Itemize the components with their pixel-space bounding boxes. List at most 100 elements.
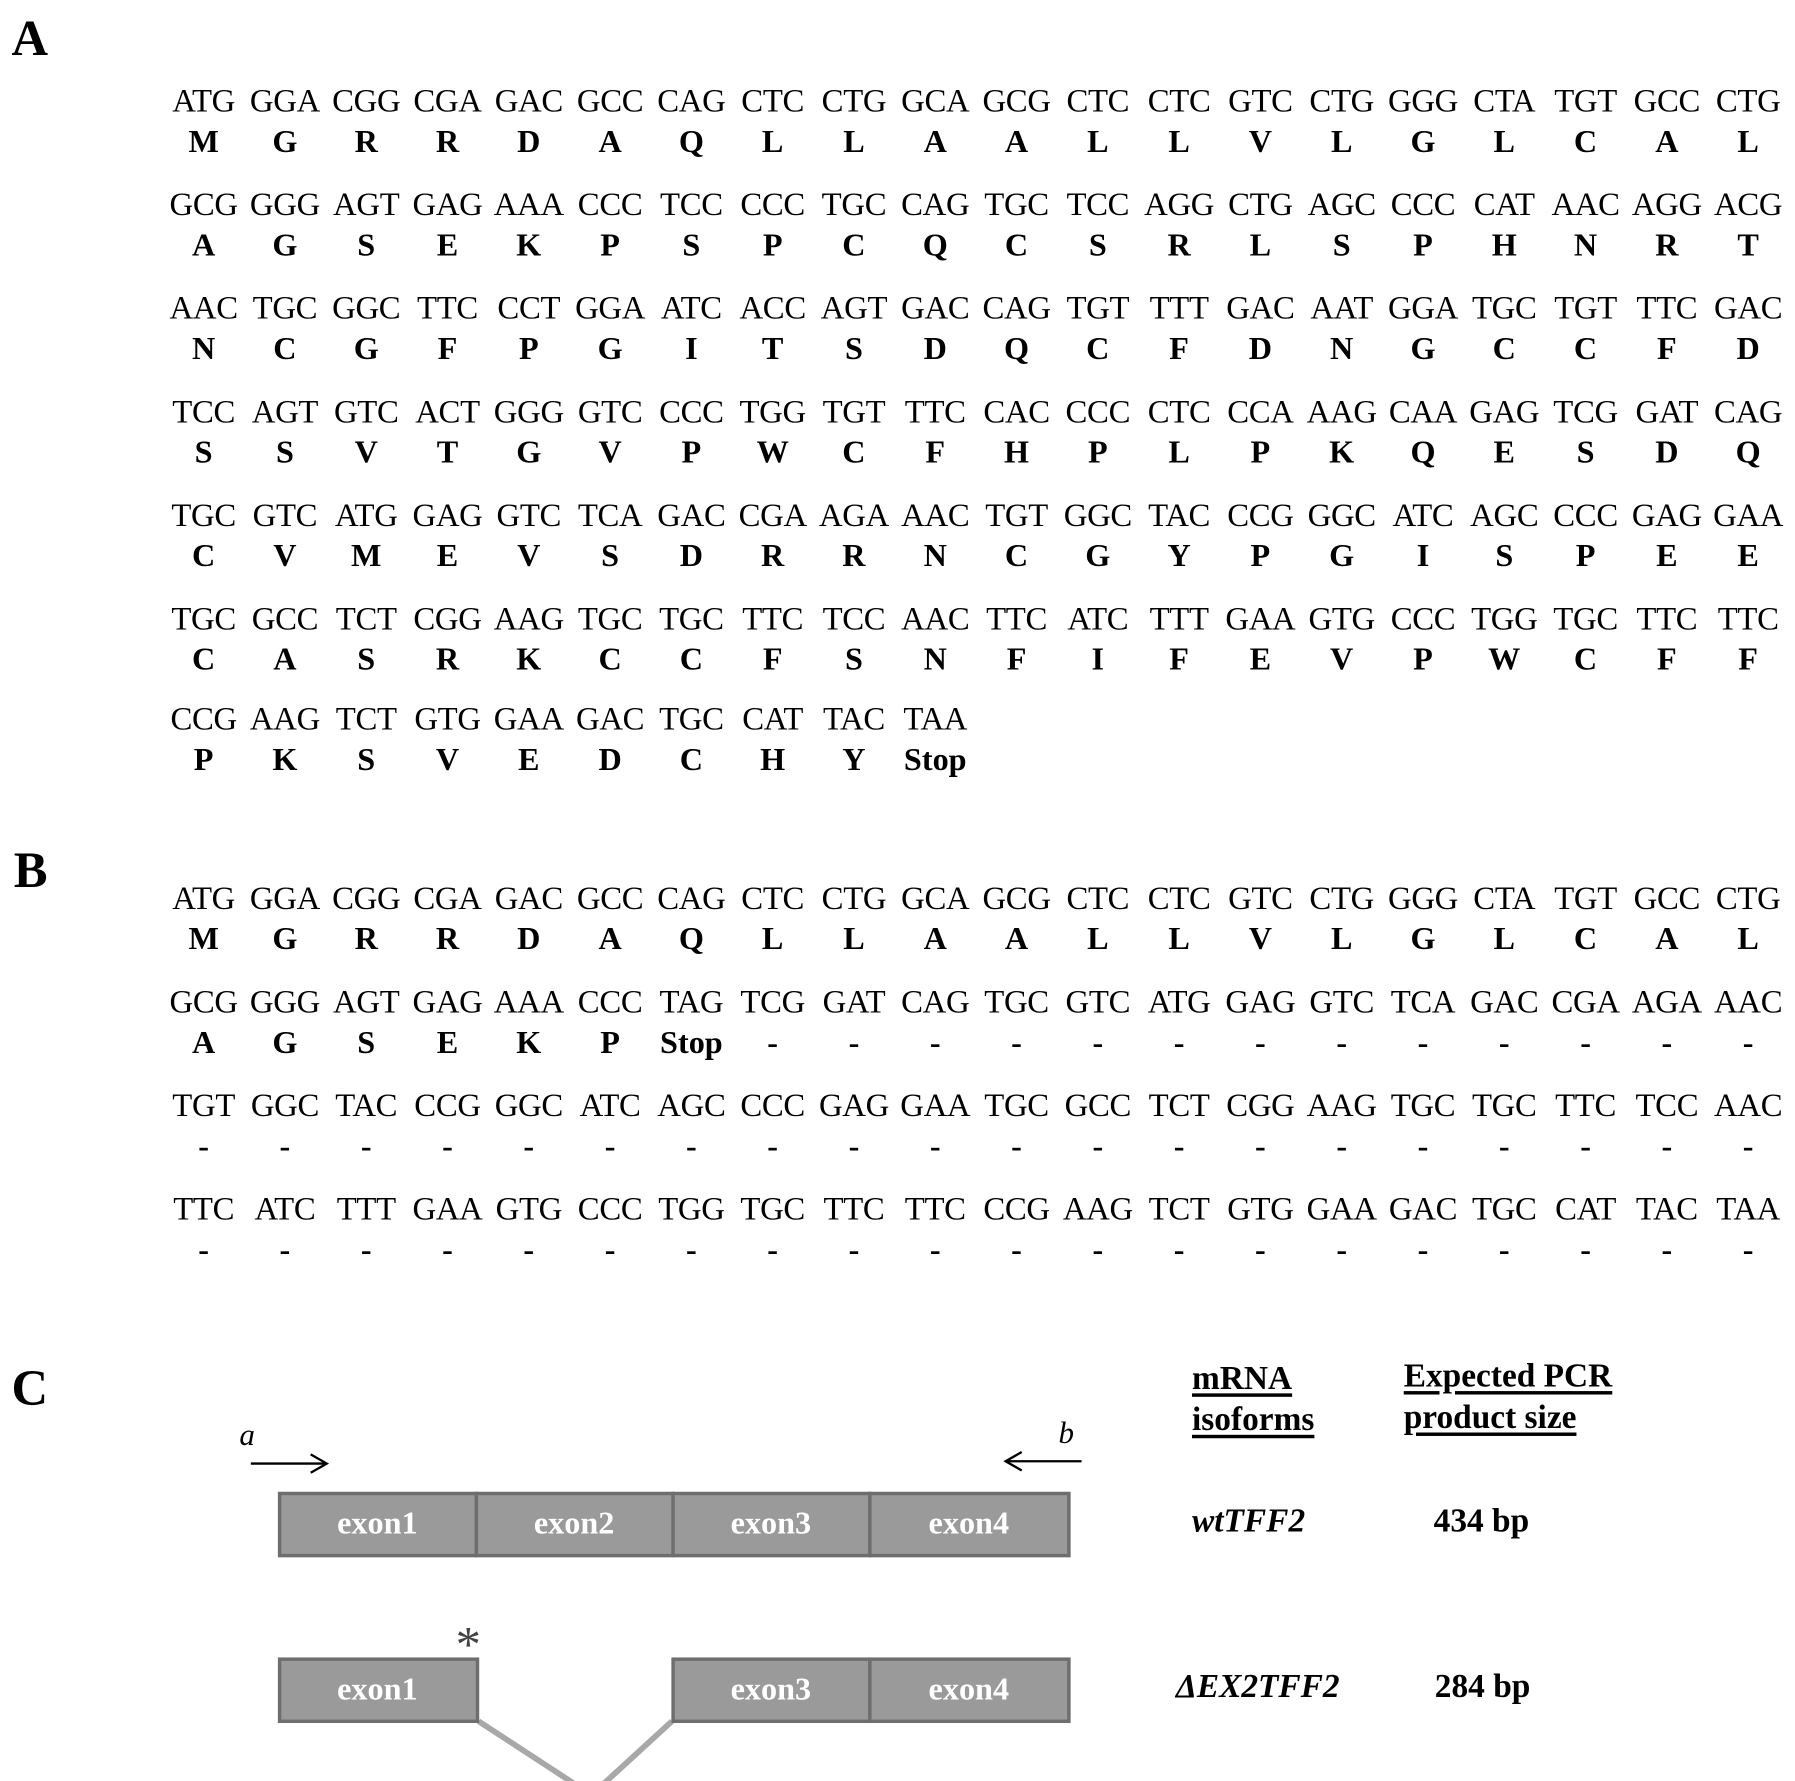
nucleotide-triplet: ATG <box>1147 984 1211 1021</box>
nucleotide-triplet: GCG <box>169 984 239 1021</box>
nucleotide-triplet: TGC <box>659 701 724 738</box>
amino-acid: - <box>1742 1232 1754 1268</box>
amino-acid: - <box>848 1232 860 1268</box>
amino-acid: L <box>843 124 865 160</box>
exon-label: exon1 <box>337 1670 418 1706</box>
amino-acid: G <box>272 124 298 160</box>
amino-acid: P <box>1413 227 1433 264</box>
nucleotide-triplet: TGT <box>1554 291 1617 327</box>
amino-acid: K <box>272 742 298 778</box>
amino-acid: - <box>198 1232 210 1268</box>
nucleotide-triplet: TAG <box>659 984 724 1021</box>
amino-acid: T <box>1737 227 1759 264</box>
nucleotide-triplet: TTC <box>1717 601 1779 638</box>
nucleotide-triplet: GGC <box>1307 498 1377 534</box>
nucleotide-triplet: ATG <box>334 498 398 534</box>
nucleotide-triplet: CCC <box>1390 601 1456 638</box>
amino-acid: - <box>1092 1025 1104 1061</box>
amino-acid: M <box>188 124 219 160</box>
nucleotide-triplet: GAC <box>1226 291 1295 327</box>
nucleotide-triplet: GAC <box>1714 291 1783 327</box>
amino-acid: - <box>1011 1128 1022 1165</box>
amino-acid: S <box>357 227 376 264</box>
panel-label-c: C <box>11 1360 49 1417</box>
nucleotide-triplet: CTG <box>1715 83 1781 120</box>
nucleotide-triplet: CGG <box>332 881 401 918</box>
amino-acid: K <box>1329 434 1355 471</box>
amino-acid: - <box>1742 1128 1754 1165</box>
exon-label: exon4 <box>929 1505 1010 1541</box>
nucleotide-triplet: TAC <box>335 1088 398 1125</box>
amino-acid: C <box>1573 331 1598 368</box>
amino-acid: N <box>192 331 216 368</box>
nucleotide-triplet: ACG <box>1714 187 1783 224</box>
amino-acid: P <box>1575 538 1596 575</box>
amino-acid: P <box>1250 538 1271 575</box>
nucleotide-triplet: GAG <box>412 187 483 224</box>
nucleotide-triplet: GAC <box>494 83 564 120</box>
nucleotide-triplet: CCC <box>1390 187 1456 224</box>
amino-acid: M <box>188 921 219 958</box>
nucleotide-triplet: CTC <box>1147 394 1211 431</box>
amino-acid: F <box>1657 642 1677 678</box>
nucleotide-triplet: GCG <box>982 83 1051 120</box>
amino-acid: L <box>1330 921 1353 958</box>
amino-acid: D <box>1736 331 1760 368</box>
amino-acid: - <box>848 1025 860 1061</box>
amino-acid: D <box>1655 434 1679 471</box>
nucleotide-triplet: GAG <box>1469 394 1540 431</box>
amino-acid: F <box>762 642 783 678</box>
amino-acid: - <box>767 1232 779 1268</box>
amino-acid: L <box>761 124 784 160</box>
nucleotide-triplet: CAG <box>657 83 726 120</box>
nucleotide-triplet: TGC <box>984 1088 1049 1125</box>
amino-acid: G <box>1410 921 1436 958</box>
nucleotide-triplet: GTC <box>1228 83 1293 120</box>
nucleotide-triplet: ATC <box>1067 601 1129 638</box>
amino-acid: - <box>198 1128 210 1165</box>
nucleotide-triplet: AAG <box>493 601 564 638</box>
amino-acid: P <box>600 1025 620 1061</box>
amino-acid: A <box>1004 921 1029 958</box>
nucleotide-triplet: TCT <box>1148 1088 1210 1125</box>
amino-acid: L <box>843 921 865 958</box>
nucleotide-triplet: AGA <box>818 498 889 534</box>
nucleotide-triplet: AAC <box>169 291 239 327</box>
nucleotide-triplet: TAA <box>903 701 968 738</box>
nucleotide-triplet: CGG <box>332 83 401 120</box>
nucleotide-triplet: TGT <box>822 394 886 431</box>
nucleotide-triplet: GTC <box>252 498 318 534</box>
amino-acid: R <box>842 538 866 575</box>
amino-acid: H <box>760 742 786 778</box>
amino-acid: D <box>1248 331 1273 368</box>
nucleotide-triplet: TAC <box>822 701 885 738</box>
amino-acid: I <box>1091 642 1105 678</box>
amino-acid: - <box>604 1232 616 1268</box>
amino-acid: P <box>681 434 702 471</box>
nucleotide-triplet: TGC <box>821 187 887 224</box>
amino-acid: - <box>442 1128 453 1165</box>
nucleotide-triplet: TTC <box>986 601 1048 638</box>
amino-acid: G <box>597 331 623 368</box>
nucleotide-triplet: ATG <box>172 83 236 120</box>
primer-b-arrow-icon <box>1003 1451 1082 1472</box>
exon-label: exon4 <box>929 1670 1010 1706</box>
amino-acid: S <box>357 1025 376 1061</box>
amino-acid: - <box>1498 1128 1510 1165</box>
nucleotide-triplet: CTC <box>1066 881 1130 918</box>
nucleotide-triplet: TGT <box>985 498 1048 534</box>
nucleotide-triplet: AGT <box>251 394 319 431</box>
nucleotide-triplet: TTC <box>742 601 804 638</box>
amino-acid: - <box>1498 1232 1510 1268</box>
amino-acid: E <box>436 1025 459 1061</box>
amino-acid: P <box>1413 642 1433 678</box>
nucleotide-triplet: GTC <box>1065 984 1131 1021</box>
amino-acid: L <box>1737 124 1759 160</box>
amino-acid: - <box>360 1128 372 1165</box>
wt-transcript: exon1 exon2 exon3 exon4 <box>277 1491 1071 1558</box>
nucleotide-triplet: GAT <box>822 984 886 1021</box>
nucleotide-triplet: CCA <box>1227 394 1294 431</box>
amino-acid: - <box>1336 1232 1348 1268</box>
nucleotide-triplet: AAA <box>493 187 564 224</box>
